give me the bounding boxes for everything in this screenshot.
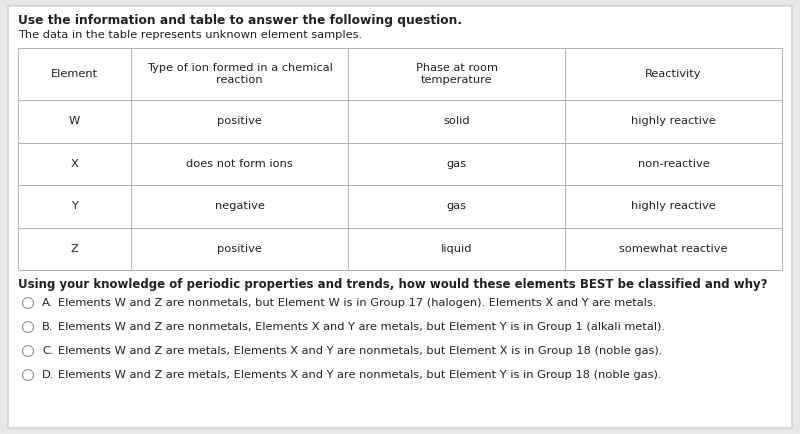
Text: Phase at room
temperature: Phase at room temperature [415,62,498,85]
Text: somewhat reactive: somewhat reactive [619,244,728,254]
Text: liquid: liquid [441,244,472,254]
Text: highly reactive: highly reactive [631,116,716,126]
Text: B.: B. [42,322,54,332]
Text: Elements W and Z are metals, Elements X and Y are nonmetals, but Element X is in: Elements W and Z are metals, Elements X … [58,346,662,356]
Bar [348,48,565,100]
Text: positive: positive [217,116,262,126]
Text: non-reactive: non-reactive [638,159,710,169]
Bar [565,48,782,100]
Bar [18,100,131,142]
Text: Elements W and Z are nonmetals, Elements X and Y are metals, but Element Y is in: Elements W and Z are nonmetals, Elements… [58,322,665,332]
Bar [18,142,131,185]
Text: Y: Y [71,201,78,211]
Bar [348,185,565,227]
Bar [348,100,565,142]
Bar [131,100,348,142]
Text: does not form ions: does not form ions [186,159,293,169]
Text: C.: C. [42,346,54,356]
Text: gas: gas [446,159,466,169]
Bar [348,227,565,270]
Bar [565,185,782,227]
Text: Z: Z [70,244,78,254]
Text: Using your knowledge of periodic properties and trends, how would these elements: Using your knowledge of periodic propert… [18,278,767,291]
Bar [18,227,131,270]
Text: Elements W and Z are metals, Elements X and Y are nonmetals, but Element Y is in: Elements W and Z are metals, Elements X … [58,370,662,380]
Bar [18,48,131,100]
Bar [131,142,348,185]
Text: gas: gas [446,201,466,211]
Bar [131,227,348,270]
Text: negative: negative [214,201,265,211]
Bar [18,185,131,227]
Text: solid: solid [443,116,470,126]
Text: Reactivity: Reactivity [646,69,702,79]
Text: Type of ion formed in a chemical
reaction: Type of ion formed in a chemical reactio… [146,62,333,85]
Text: Element: Element [51,69,98,79]
Text: X: X [70,159,78,169]
Text: Elements W and Z are nonmetals, but Element W is in Group 17 (halogen). Elements: Elements W and Z are nonmetals, but Elem… [58,298,656,308]
Text: Use the information and table to answer the following question.: Use the information and table to answer … [18,14,462,27]
Bar [565,227,782,270]
Text: A.: A. [42,298,53,308]
Bar [565,142,782,185]
Text: highly reactive: highly reactive [631,201,716,211]
Bar [131,185,348,227]
Text: positive: positive [217,244,262,254]
Bar [565,100,782,142]
Bar [348,142,565,185]
Text: D.: D. [42,370,54,380]
Bar [131,48,348,100]
Text: W: W [69,116,80,126]
FancyBboxPatch shape [8,6,792,428]
Text: The data in the table represents unknown element samples.: The data in the table represents unknown… [18,30,362,40]
